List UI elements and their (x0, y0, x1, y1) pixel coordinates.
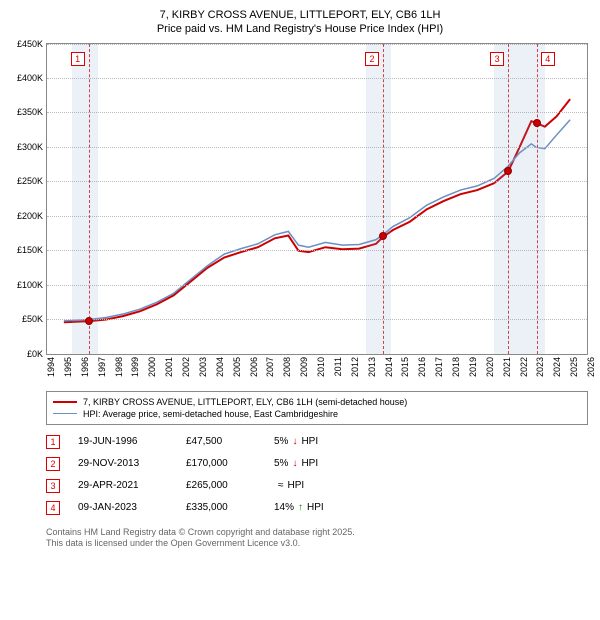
sale-price: £335,000 (186, 502, 256, 513)
x-tick-label: 2023 (535, 357, 545, 377)
y-tick-label: £350K (17, 107, 43, 117)
sale-marker-box: 2 (46, 457, 60, 471)
x-tick-label: 1998 (114, 357, 124, 377)
x-tick-label: 2008 (282, 357, 292, 377)
x-tick-label: 2007 (265, 357, 275, 377)
x-tick-label: 2001 (164, 357, 174, 377)
sale-dot (504, 167, 512, 175)
chart-plot-area: £0K£50K£100K£150K£200K£250K£300K£350K£40… (46, 43, 588, 355)
sale-date: 09-JAN-2023 (78, 502, 168, 513)
x-tick-label: 2005 (232, 357, 242, 377)
x-tick-label: 2013 (367, 357, 377, 377)
up-icon: ↑ (298, 502, 303, 513)
y-tick-label: £50K (22, 314, 43, 324)
sales-row: 3 29-APR-2021 £265,000 ≈HPI (46, 475, 588, 497)
legend-label: HPI: Average price, semi-detached house,… (83, 409, 338, 419)
y-tick-label: £250K (17, 176, 43, 186)
y-tick-label: £0K (27, 349, 43, 359)
down-icon: ↓ (292, 436, 297, 447)
footer-line1: Contains HM Land Registry data © Crown c… (46, 527, 588, 539)
x-tick-label: 1996 (80, 357, 90, 377)
y-axis: £0K£50K£100K£150K£200K£250K£300K£350K£40… (9, 44, 45, 354)
x-tick-label: 2006 (249, 357, 259, 377)
y-tick-label: £100K (17, 280, 43, 290)
x-tick-label: 2015 (400, 357, 410, 377)
approx-icon: ≈ (278, 480, 284, 491)
sale-diff: 5%↓HPI (274, 436, 384, 447)
sale-price: £47,500 (186, 436, 256, 447)
sale-diff: ≈HPI (274, 480, 384, 491)
footer: Contains HM Land Registry data © Crown c… (46, 527, 588, 550)
chart-title: 7, KIRBY CROSS AVENUE, LITTLEPORT, ELY, … (8, 8, 592, 37)
sales-row: 2 29-NOV-2013 £170,000 5%↓HPI (46, 453, 588, 475)
x-tick-label: 2019 (468, 357, 478, 377)
y-tick-label: £400K (17, 73, 43, 83)
sale-diff: 5%↓HPI (274, 458, 384, 469)
x-tick-label: 2026 (586, 357, 596, 377)
x-tick-label: 2004 (215, 357, 225, 377)
sale-date: 19-JUN-1996 (78, 436, 168, 447)
x-tick-label: 1995 (63, 357, 73, 377)
x-tick-label: 2018 (451, 357, 461, 377)
sale-dot (533, 119, 541, 127)
sale-dot (85, 317, 93, 325)
legend: 7, KIRBY CROSS AVENUE, LITTLEPORT, ELY, … (46, 391, 588, 425)
sale-marker-1: 1 (71, 52, 85, 66)
sale-marker-4: 4 (541, 52, 555, 66)
x-tick-label: 2012 (350, 357, 360, 377)
y-tick-label: £300K (17, 142, 43, 152)
sale-marker-box: 1 (46, 435, 60, 449)
legend-label: 7, KIRBY CROSS AVENUE, LITTLEPORT, ELY, … (83, 397, 407, 407)
down-icon: ↓ (292, 458, 297, 469)
x-tick-label: 2003 (198, 357, 208, 377)
sale-marker-3: 3 (490, 52, 504, 66)
x-tick-label: 2009 (299, 357, 309, 377)
x-tick-label: 2024 (552, 357, 562, 377)
sales-table: 1 19-JUN-1996 £47,500 5%↓HPI 2 29-NOV-2013 £17… (46, 431, 588, 519)
x-tick-label: 2000 (147, 357, 157, 377)
x-tick-label: 2022 (519, 357, 529, 377)
footer-line2: This data is licensed under the Open Gov… (46, 538, 588, 550)
sale-date: 29-NOV-2013 (78, 458, 168, 469)
title-line1: 7, KIRBY CROSS AVENUE, LITTLEPORT, ELY, … (8, 8, 592, 22)
x-tick-label: 2002 (181, 357, 191, 377)
x-tick-label: 2011 (333, 357, 343, 376)
x-tick-label: 2016 (417, 357, 427, 377)
sale-price: £170,000 (186, 458, 256, 469)
x-tick-label: 2010 (316, 357, 326, 377)
sale-price: £265,000 (186, 480, 256, 491)
y-tick-label: £150K (17, 245, 43, 255)
sales-row: 1 19-JUN-1996 £47,500 5%↓HPI (46, 431, 588, 453)
sale-diff: 14%↑HPI (274, 502, 384, 513)
title-line2: Price paid vs. HM Land Registry's House … (8, 22, 592, 36)
legend-item: HPI: Average price, semi-detached house,… (53, 408, 581, 420)
x-tick-label: 2020 (485, 357, 495, 377)
sales-row: 4 09-JAN-2023 £335,000 14%↑HPI (46, 497, 588, 519)
sale-marker-box: 3 (46, 479, 60, 493)
x-tick-label: 2017 (434, 357, 444, 377)
x-tick-label: 1994 (46, 357, 56, 377)
y-tick-label: £200K (17, 211, 43, 221)
x-tick-label: 2025 (569, 357, 579, 377)
sale-dot (379, 232, 387, 240)
x-tick-label: 1997 (97, 357, 107, 377)
legend-item: 7, KIRBY CROSS AVENUE, LITTLEPORT, ELY, … (53, 396, 581, 408)
y-tick-label: £450K (17, 39, 43, 49)
sale-marker-box: 4 (46, 501, 60, 515)
x-tick-label: 1999 (130, 357, 140, 377)
sale-marker-2: 2 (365, 52, 379, 66)
sale-date: 29-APR-2021 (78, 480, 168, 491)
x-tick-label: 2021 (502, 357, 512, 377)
x-tick-label: 2014 (384, 357, 394, 377)
x-axis: 1994 1995 1996 1997 1998 1999 2000 2001 2002 2003… (46, 355, 588, 387)
